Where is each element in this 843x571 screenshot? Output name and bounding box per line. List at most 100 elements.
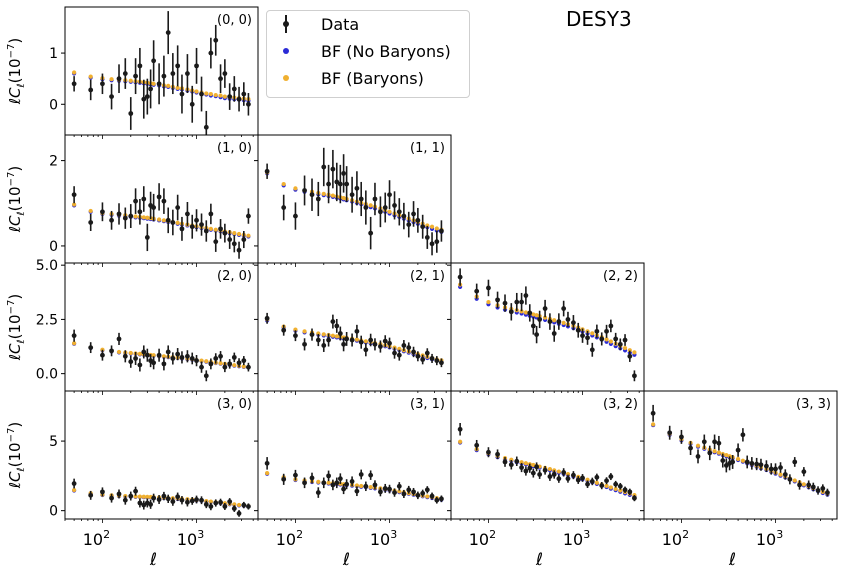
y-tick-label: 5.0 (36, 258, 58, 274)
data-point (264, 168, 270, 174)
data-point (387, 486, 392, 492)
data-point (227, 361, 233, 367)
bf-baryons-point (145, 215, 150, 220)
bf-baryons-point (204, 359, 209, 364)
bf-baryons-point (608, 485, 613, 490)
data-point (175, 63, 181, 69)
bf-baryons-point (547, 466, 553, 472)
data-point (392, 203, 397, 208)
bf-baryons-point (175, 220, 180, 225)
data-point (530, 470, 536, 476)
no-baryons-dot-icon (279, 40, 293, 62)
bf-baryons-point (397, 346, 402, 352)
data-point (372, 482, 378, 488)
data-point (227, 499, 233, 505)
data-point (122, 71, 128, 76)
data-point (608, 323, 614, 329)
data-point (315, 196, 321, 202)
bf-baryons-point (213, 227, 218, 232)
bf-baryons-point (302, 329, 307, 334)
panel-label: (3, 3) (796, 397, 831, 412)
data-point (137, 209, 143, 215)
data-point (792, 459, 798, 465)
bf-baryons-point (651, 422, 656, 427)
bf-baryons-point (368, 203, 373, 208)
panel-2-2: (2, 2) (447, 262, 645, 395)
bf-baryons-point (72, 202, 77, 207)
data-point (372, 341, 378, 347)
data-point (406, 487, 412, 493)
bf-baryons-point (161, 218, 167, 223)
data-point (508, 309, 514, 315)
data-point (165, 349, 171, 355)
bf-baryons-point (590, 331, 595, 336)
bf-baryons-point (585, 477, 590, 482)
data-point (401, 343, 407, 348)
data-point (161, 361, 167, 367)
data-point (363, 347, 369, 353)
data-point (354, 328, 360, 334)
data-point (622, 337, 628, 343)
data-point (122, 215, 128, 221)
data-point (241, 91, 247, 97)
data-point (137, 362, 143, 368)
data-point (236, 511, 242, 516)
data-point (650, 410, 656, 416)
baryons-dot-icon (279, 67, 293, 89)
data-point (378, 209, 383, 215)
data-point (100, 352, 105, 358)
bf-baryons-point (434, 226, 439, 231)
data-point (71, 333, 77, 339)
data-point (589, 479, 595, 484)
data-point (222, 71, 228, 76)
data-point (551, 472, 557, 477)
bf-baryons-point (246, 233, 251, 238)
data-point (415, 217, 421, 223)
data-point (144, 94, 150, 99)
data-point (337, 476, 343, 482)
data-point (128, 359, 134, 365)
data-point (71, 81, 77, 87)
data-point (534, 332, 540, 337)
data-point (199, 497, 204, 503)
data-point (349, 479, 355, 484)
data-point (537, 472, 543, 477)
data-point (387, 340, 392, 346)
panel-markers (71, 478, 251, 517)
panel-markers (264, 147, 444, 256)
data-point (571, 320, 576, 326)
data-point (382, 338, 388, 344)
data-point (194, 63, 199, 69)
data-point (170, 499, 176, 505)
data-point (551, 331, 557, 336)
data-point (141, 349, 147, 355)
y-tick-label: 2 (49, 154, 58, 170)
bf-baryons-point (281, 181, 286, 187)
data-point (382, 205, 388, 210)
data-point (815, 488, 821, 493)
data-point (523, 293, 529, 298)
bf-baryons-point (316, 479, 321, 484)
data-point (411, 489, 416, 495)
data-point (556, 319, 562, 324)
bf-baryons-point (128, 350, 133, 356)
y-tick-label: 0 (49, 504, 58, 520)
data-point (218, 353, 223, 359)
data-point (309, 192, 315, 198)
data-point (537, 317, 543, 322)
bf-baryons-point (354, 483, 360, 488)
data-point (189, 356, 195, 361)
bf-baryons-point (627, 348, 632, 353)
bf-baryons-point (218, 361, 223, 366)
data-point (486, 285, 491, 291)
bf-baryons-point (778, 472, 783, 477)
bf-baryons-point (265, 470, 270, 476)
bf-baryons-point (387, 209, 392, 214)
data-point (604, 328, 609, 334)
data-point (585, 335, 590, 341)
data-point (349, 192, 355, 198)
y-axis-label: ℓCℓ(10−7) (6, 166, 27, 233)
panel-label: (0, 0) (217, 13, 252, 28)
data-point (170, 71, 176, 76)
data-point (349, 337, 355, 343)
